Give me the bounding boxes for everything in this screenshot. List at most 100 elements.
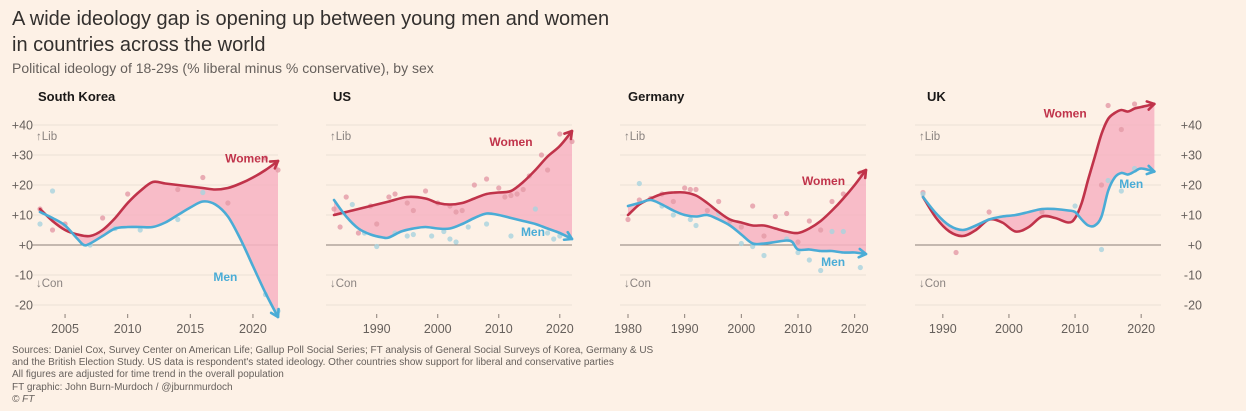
uk-women-label: Women xyxy=(1044,107,1087,121)
germany-women-label: Women xyxy=(802,174,845,188)
south-korea-lib-annotation: ↑Lib xyxy=(36,131,57,143)
south-korea-x-tick-label: 2010 xyxy=(114,322,142,336)
germany-x-tick-label: 2010 xyxy=(784,322,812,336)
germany-gap-area xyxy=(628,170,866,254)
us-women-arrow-icon xyxy=(563,129,574,141)
footer-credit: FT graphic: John Burn-Murdoch / @jburnmu… xyxy=(12,381,233,393)
south-korea-x-tick-label: 2020 xyxy=(239,322,267,336)
chart-title: A wide ideology gap is opening up betwee… xyxy=(12,6,652,58)
germany-men-point xyxy=(738,240,744,247)
south-korea-men-point xyxy=(49,188,56,194)
germany-men-point xyxy=(840,228,846,235)
germany-women-point xyxy=(818,227,824,233)
us-women-label: Women xyxy=(489,135,532,149)
south-korea-women-arrow-icon xyxy=(268,159,280,170)
us-men-point xyxy=(374,243,380,250)
germany-x-tick-label: 1990 xyxy=(671,322,699,336)
uk-men-point xyxy=(1105,177,1111,184)
germany-men-point xyxy=(636,180,642,187)
us-women-point xyxy=(355,230,362,236)
germany-men-point xyxy=(761,252,767,259)
uk-men-arrow-icon xyxy=(1145,164,1156,176)
uk-women-arrow-icon xyxy=(1145,100,1156,111)
germany-men-point xyxy=(795,249,801,256)
germany-women-point xyxy=(795,239,801,245)
germany-men-point xyxy=(670,212,676,218)
germany-women-point xyxy=(693,186,699,193)
footer-copyright: © FT xyxy=(12,393,35,405)
uk-men-point xyxy=(920,191,926,197)
panel-title-uk: UK xyxy=(927,89,946,104)
uk-women-point xyxy=(1098,182,1105,188)
germany-women-point xyxy=(738,224,744,230)
us-men-point xyxy=(453,239,459,245)
uk-women-line xyxy=(921,102,1156,238)
uk-y-tick-label: -20 xyxy=(1184,299,1202,313)
uk-women-point xyxy=(986,209,992,215)
germany-men-point xyxy=(818,267,824,274)
us-men-label: Men xyxy=(521,225,545,239)
uk-men-label: Men xyxy=(1119,177,1143,191)
us-women-point xyxy=(514,191,520,197)
us-men-point xyxy=(349,201,355,208)
uk-x-tick-label: 1990 xyxy=(929,322,957,336)
germany-men-point xyxy=(687,216,693,223)
south-korea-x-tick-label: 2005 xyxy=(51,322,79,336)
germany-women-point xyxy=(784,210,790,217)
us-men-point xyxy=(544,230,551,236)
uk-women-point xyxy=(1131,101,1138,107)
us-men-point xyxy=(429,233,435,239)
panel-title-south-korea: South Korea xyxy=(38,89,116,104)
south-korea-men-point xyxy=(175,216,181,223)
us-women-point xyxy=(459,207,465,214)
us-women-point xyxy=(404,200,410,206)
us-women-line xyxy=(332,129,574,217)
south-korea-men-point xyxy=(37,221,43,227)
footer-sources-line-2: and the British Election Study. US data … xyxy=(12,357,614,369)
us-women-point xyxy=(557,131,563,137)
uk-men-line xyxy=(921,167,1156,232)
panel-title-germany: Germany xyxy=(628,89,685,104)
south-korea-women-point xyxy=(262,155,269,161)
uk-x-tick-label: 2020 xyxy=(1127,322,1155,336)
us-women-point xyxy=(538,152,545,158)
uk-y-tick-label: -10 xyxy=(1184,269,1202,283)
south-korea-men-point xyxy=(200,189,206,196)
uk-y-tick-label: +10 xyxy=(1181,209,1202,223)
us-women-point xyxy=(471,182,477,188)
us-women-point xyxy=(520,186,526,193)
us-men-point xyxy=(465,224,471,230)
us-men-point xyxy=(483,221,490,227)
south-korea-x-tick-label: 2015 xyxy=(176,322,204,336)
us-women-point xyxy=(422,188,429,194)
south-korea-men-point xyxy=(137,227,143,233)
chart-title-line-2: in countries across the world xyxy=(12,34,266,56)
chart-subtitle: Political ideology of 18-29s (% liberal … xyxy=(12,60,434,76)
south-korea-women-line xyxy=(38,159,280,238)
us-women-point xyxy=(337,224,343,230)
germany-men-point xyxy=(693,222,699,229)
footer-note: All figures are adjusted for time trend … xyxy=(12,369,284,381)
uk-women-point xyxy=(1118,126,1124,133)
germany-women-point xyxy=(704,207,710,214)
germany-men-line xyxy=(626,198,868,256)
uk-gap-area xyxy=(923,104,1155,236)
germany-women-point xyxy=(625,216,631,223)
south-korea-men-arrow-icon xyxy=(269,307,280,319)
south-korea-women-point xyxy=(49,227,56,233)
germany-x-tick-label: 1980 xyxy=(614,322,642,336)
us-gap-area xyxy=(334,131,572,239)
germany-men-point xyxy=(829,228,835,235)
south-korea-y-tick-label: +30 xyxy=(12,149,33,163)
germany-men-label: Men xyxy=(821,255,845,269)
germany-lib-annotation: ↑Lib xyxy=(624,131,645,143)
footer-sources-line-1: Sources: Daniel Cox, Survey Center on Am… xyxy=(12,345,654,356)
germany-x-tick-label: 2020 xyxy=(841,322,869,336)
uk-men-point xyxy=(1098,246,1105,253)
germany-x-tick-label: 2000 xyxy=(727,322,755,336)
us-men-point xyxy=(551,236,557,242)
us-women-point xyxy=(453,209,459,215)
us-women-point xyxy=(544,167,551,173)
us-men-point xyxy=(508,233,514,239)
